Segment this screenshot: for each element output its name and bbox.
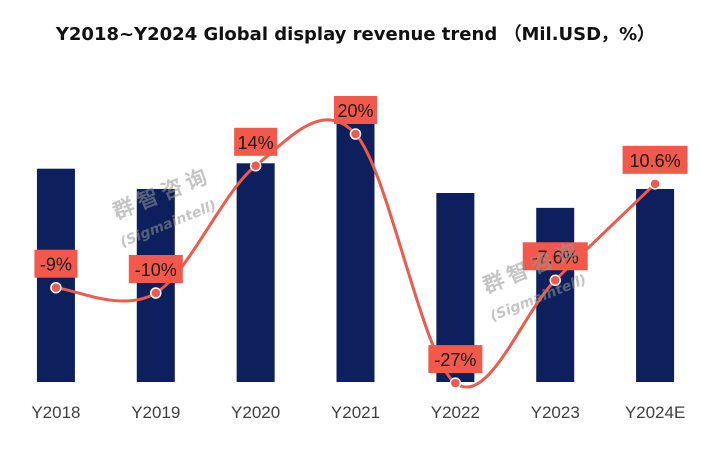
svg-text:-7.6%: -7.6% [532, 247, 579, 267]
growth-point-Y2021 [349, 128, 362, 140]
svg-text:-9%: -9% [40, 255, 72, 275]
growth-label-Y2022: -27% [428, 345, 483, 374]
chart-title: Y2018~Y2024 Global display revenue trend… [55, 24, 656, 45]
growth-point-Y2023 [549, 274, 561, 287]
growth-label-Y2020: 14% [234, 127, 278, 156]
x-tick-label-Y2020: Y2020 [231, 403, 280, 422]
growth-label-Y2019: -10% [128, 255, 183, 283]
growth-point-Y2022 [449, 377, 462, 389]
x-tick-label-Y2023: Y2023 [531, 403, 580, 422]
svg-text:-10%: -10% [135, 260, 177, 280]
bar-Y2021 [336, 121, 375, 382]
growth-point-Y2020 [249, 160, 262, 172]
svg-text:14%: 14% [238, 133, 274, 153]
x-tick-label-Y2018: Y2018 [31, 403, 80, 422]
growth-point-Y2024E [649, 178, 661, 190]
growth-label-Y2023: -7.6% [522, 242, 588, 271]
growth-label-Y2021: 20% [334, 96, 377, 124]
labels-layer: -9% -10% 14% 20% -27% -7.6% 10.6% [34, 96, 688, 374]
x-axis-labels: Y2018 Y2019 Y2020 Y2021 Y2022 Y2023 Y2024E [31, 403, 685, 422]
growth-label-Y2018: -9% [34, 249, 78, 278]
bar-Y2024E [636, 188, 675, 382]
x-tick-label-Y2021: Y2021 [331, 403, 380, 422]
bars-layer [36, 121, 675, 382]
svg-text:-27%: -27% [434, 350, 476, 370]
bar-Y2020 [236, 163, 275, 382]
x-tick-label-Y2019: Y2019 [131, 403, 180, 422]
growth-point-Y2018 [50, 281, 62, 294]
line-layer [50, 118, 661, 389]
x-tick-label-Y2024E: Y2024E [625, 403, 686, 422]
growth-point-Y2019 [150, 287, 162, 299]
growth-label-Y2024E: 10.6% [622, 145, 688, 174]
svg-text:10.6%: 10.6% [630, 151, 681, 171]
bar-Y2019 [136, 188, 175, 382]
x-tick-label-Y2022: Y2022 [431, 403, 480, 422]
svg-text:20%: 20% [337, 101, 373, 121]
